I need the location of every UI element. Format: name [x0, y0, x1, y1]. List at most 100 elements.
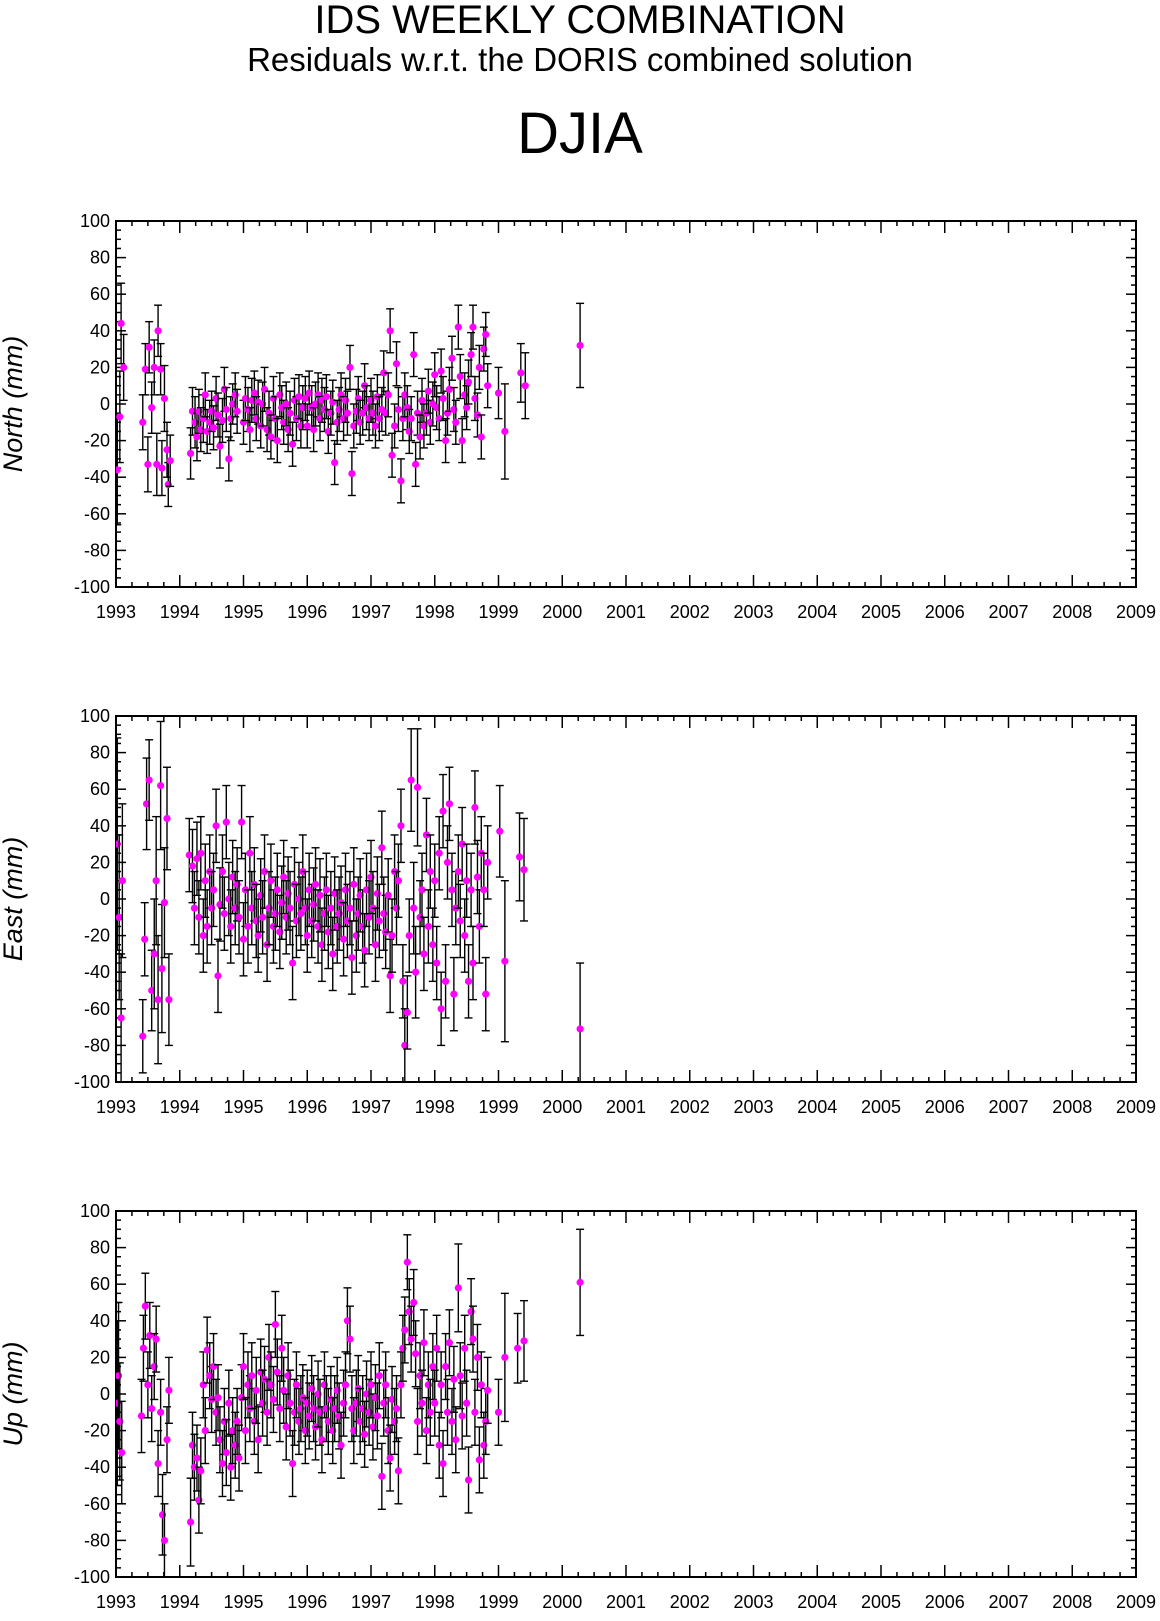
marker: [118, 1448, 126, 1457]
data-point: [419, 916, 428, 992]
data-point: [394, 386, 403, 433]
marker: [286, 904, 294, 912]
data-point: [275, 1374, 284, 1443]
data-point: [282, 381, 291, 427]
data-point: [430, 1369, 439, 1437]
data-point: [362, 852, 371, 928]
marker: [463, 404, 471, 412]
marker: [464, 977, 473, 985]
data-point: [235, 880, 244, 955]
marker: [394, 1467, 403, 1475]
data-point: [477, 414, 486, 460]
data-point: [194, 1466, 203, 1534]
y-tick-label: 60: [90, 284, 110, 304]
marker: [216, 442, 224, 450]
marker: [139, 418, 147, 426]
data-point: [398, 944, 407, 1019]
data-point: [119, 333, 128, 402]
marker: [445, 800, 454, 808]
x-tick-label: 1999: [478, 1097, 518, 1117]
x-tick-label: 2001: [606, 1097, 646, 1117]
marker: [137, 1412, 146, 1420]
marker: [494, 1408, 503, 1416]
data-point: [520, 817, 528, 922]
marker: [233, 407, 241, 415]
marker: [225, 1399, 233, 1407]
y-tick-label: -100: [74, 1567, 110, 1587]
data-point: [445, 1309, 454, 1377]
x-tick-label: 2003: [733, 602, 773, 622]
data-point: [576, 302, 585, 389]
marker: [469, 959, 477, 967]
x-tick-label: 2008: [1052, 1592, 1092, 1612]
marker: [484, 858, 492, 867]
marker: [218, 416, 227, 425]
data-point: [235, 1424, 244, 1492]
marker: [482, 990, 490, 998]
data-point: [403, 975, 412, 1050]
data-point: [520, 1299, 528, 1382]
marker: [141, 365, 149, 373]
marker: [237, 818, 246, 826]
y-tick-label: 40: [90, 321, 110, 341]
marker: [239, 935, 248, 943]
x-tick-label: 1994: [160, 1097, 200, 1117]
marker: [375, 1372, 383, 1380]
x-tick-label: 2007: [988, 1097, 1028, 1117]
data-point: [437, 1351, 446, 1419]
marker: [413, 783, 422, 791]
marker: [431, 371, 439, 379]
data-point: [273, 417, 282, 464]
marker: [139, 1032, 147, 1040]
data-point: [483, 825, 492, 900]
data-point: [462, 1369, 471, 1437]
x-tick-label: 1999: [478, 1592, 518, 1612]
marker: [480, 886, 488, 894]
x-tick-label: 2000: [542, 1592, 582, 1612]
data-point: [303, 403, 312, 449]
data-point: [475, 344, 484, 391]
data-point: [118, 803, 127, 959]
x-tick-label: 2006: [925, 602, 965, 622]
data-point: [256, 1338, 265, 1406]
marker: [150, 363, 158, 371]
data-point: [222, 386, 231, 433]
data-point: [515, 812, 524, 902]
data-point: [396, 458, 405, 504]
data-point: [154, 934, 163, 1065]
marker: [297, 910, 305, 918]
data-point: [273, 1338, 282, 1406]
data-point: [447, 1387, 456, 1456]
data-point: [277, 1314, 286, 1382]
data-point: [138, 998, 147, 1074]
x-tick-label: 1998: [415, 602, 455, 622]
data-point: [286, 390, 295, 436]
marker: [260, 867, 269, 876]
marker: [209, 886, 218, 894]
marker: [407, 1335, 415, 1343]
x-tick-label: 1996: [287, 1097, 327, 1117]
marker: [452, 1436, 460, 1444]
marker: [305, 389, 313, 397]
marker: [185, 851, 193, 859]
marker: [394, 877, 403, 885]
marker: [386, 327, 394, 335]
data-point: [117, 282, 126, 365]
data-point: [233, 1387, 242, 1456]
marker: [463, 877, 471, 885]
marker: [310, 426, 318, 434]
marker: [496, 827, 504, 835]
x-tick-label: 2004: [797, 1592, 837, 1612]
marker: [443, 1408, 452, 1416]
marker: [295, 393, 303, 401]
marker: [197, 849, 205, 857]
data-point: [426, 1378, 435, 1446]
marker: [420, 1339, 428, 1347]
data-point: [430, 352, 439, 398]
data-point: [258, 880, 267, 955]
marker: [331, 458, 339, 467]
marker: [412, 1350, 420, 1358]
x-tick-label: 1993: [96, 1097, 136, 1117]
marker: [433, 1344, 441, 1352]
data-point: [428, 907, 437, 983]
